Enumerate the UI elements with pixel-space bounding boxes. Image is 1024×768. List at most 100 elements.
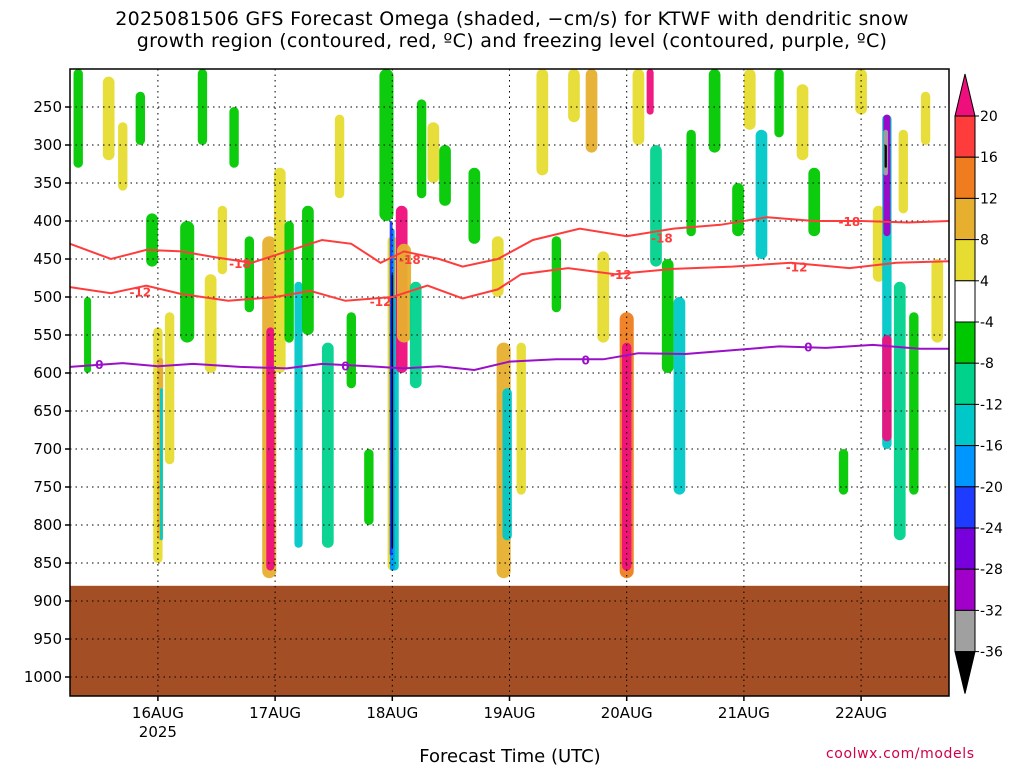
omega-streak (920, 91, 931, 145)
omega-streak (321, 342, 334, 548)
omega-streak (204, 274, 217, 373)
omega-shading (73, 69, 944, 579)
y-tick-label: 650 (33, 402, 62, 420)
contour-label: -18 (839, 215, 861, 229)
colorbar-segment (954, 321, 976, 364)
contour-label: -18 (651, 232, 673, 246)
colorbar-label: -20 (980, 480, 1003, 496)
contour-0 (70, 343, 949, 372)
omega-streak (673, 297, 686, 495)
y-axis: 250 300 350 400 450 500 550 600 650 700 750 800 850 9… (24, 98, 70, 686)
x-tick-label: 22AUG (835, 704, 887, 722)
omega-streak (774, 69, 784, 138)
omega-streak (118, 122, 128, 191)
omega-streak (379, 69, 394, 221)
x-tick-label: 21AUG (718, 704, 770, 722)
omega-streak (491, 236, 504, 297)
colorbar-label: -16 (980, 439, 1003, 455)
y-tick-label: 550 (33, 326, 62, 344)
omega-streak (909, 312, 919, 495)
x-tick-label: 20AUG (601, 704, 653, 722)
colorbar-segment (954, 568, 976, 611)
colorbar-label: -12 (980, 397, 1003, 413)
contour-label: 0 (95, 358, 103, 372)
y-tick-label: 600 (33, 364, 62, 382)
omega-streak (838, 449, 849, 495)
omega-streak (284, 221, 294, 343)
contour-label: 0 (341, 359, 349, 373)
omega-streak (597, 251, 610, 343)
omega-streak (882, 335, 892, 442)
y-tick-label: 700 (33, 440, 62, 458)
ground-surface (70, 585, 949, 696)
y-tick-label: 300 (33, 136, 62, 154)
omega-streak (180, 221, 195, 343)
omega-streak (73, 69, 83, 168)
omega-streak (409, 281, 422, 389)
y-tick-label: 350 (33, 174, 62, 192)
omega-streak (294, 281, 303, 548)
omega-streak (439, 145, 451, 206)
omega-streak (931, 259, 944, 343)
contour-label: 0 (582, 353, 590, 367)
contour-label: -12 (370, 295, 392, 309)
colorbar-segment (954, 609, 976, 653)
colorbar-segment (954, 403, 976, 447)
y-tick-label: 850 (33, 554, 62, 572)
colorbar-segment (954, 445, 976, 488)
omega-streak (686, 129, 696, 237)
y-tick-label: 1000 (24, 668, 62, 686)
title-line-1: 2025081506 GFS Forecast Omega (shaded, −… (115, 8, 909, 30)
omega-streak (646, 69, 654, 115)
colorbar-segment (954, 115, 976, 158)
colorbar: 20 16 12 8 4 -4 -8 -12 -16 -20 -24 -28 -32 -36 (954, 73, 1003, 694)
omega-streak (632, 69, 645, 145)
colorbar-segment (954, 527, 976, 570)
contour--18 (70, 216, 949, 268)
colorbar-label: -8 (980, 356, 994, 372)
credit-link[interactable]: coolwx.com/models (826, 746, 975, 762)
colorbar-label: -4 (980, 315, 994, 331)
y-tick-label: 400 (33, 212, 62, 230)
colorbar-segment (954, 239, 976, 282)
omega-streak (755, 129, 768, 259)
omega-streak (160, 388, 163, 541)
contour--12 (70, 260, 949, 302)
omega-streak (346, 312, 356, 389)
omega-streak (164, 312, 175, 465)
omega-streak (427, 122, 440, 183)
omega-streak (585, 69, 598, 153)
colorbar-cap-top (954, 73, 976, 117)
y-tick-label: 450 (33, 250, 62, 268)
omega-streak (898, 129, 908, 214)
omega-streak (708, 69, 721, 153)
year-label: 2025 (139, 723, 177, 741)
omega-streak (502, 388, 512, 541)
omega-streak (650, 145, 662, 267)
contour-label: -12 (786, 261, 808, 275)
omega-streak (334, 114, 345, 199)
colorbar-label: 20 (980, 109, 998, 125)
omega-streak (135, 91, 146, 145)
omega-streak (568, 69, 580, 123)
grid-lines (70, 69, 949, 696)
omega-streak (244, 236, 255, 313)
omega-streak (884, 145, 887, 168)
colorbar-segment (954, 486, 976, 529)
contour-label: -12 (129, 286, 151, 300)
omega-streak (516, 342, 526, 495)
omega-streak (622, 342, 632, 571)
x-tick-label: 16AUG (132, 704, 184, 722)
colorbar-label: 12 (980, 191, 998, 207)
y-tick-label: 800 (33, 516, 62, 534)
colorbar-label: 16 (980, 150, 998, 166)
contour-label: -18 (229, 257, 251, 271)
x-tick-label: 19AUG (484, 704, 536, 722)
colorbar-segment (954, 362, 976, 405)
temperature-contours: -18 -18 -18 -18 -12 -12 -12 -12 0 0 0 0 (70, 215, 949, 373)
x-axis-label: Forecast Time (UTC) (419, 746, 601, 767)
omega-streak (551, 236, 562, 313)
omega-streak (796, 84, 809, 161)
